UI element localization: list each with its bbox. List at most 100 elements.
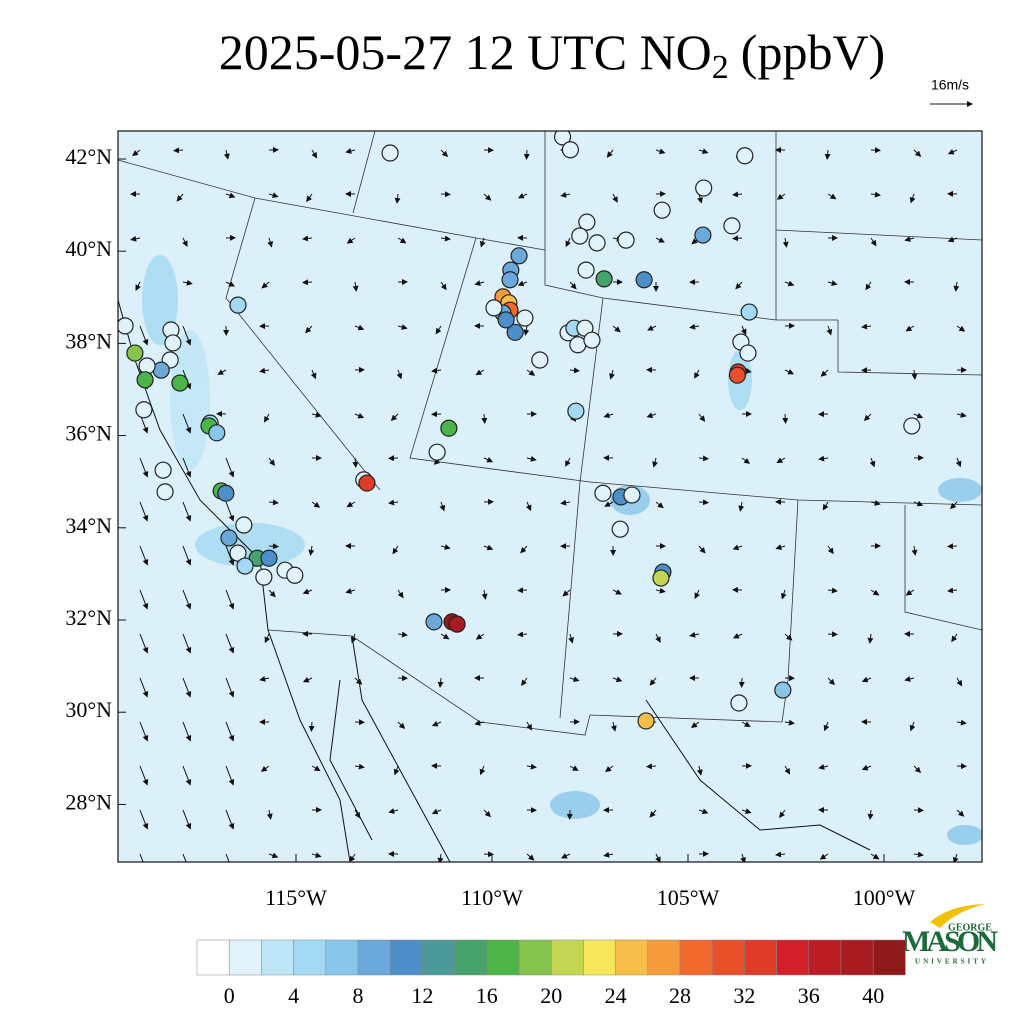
lat-tick-label: 30°N bbox=[65, 697, 112, 722]
colorbar-box bbox=[616, 940, 648, 975]
station bbox=[584, 332, 600, 348]
colorbar: 0 4 8 12 16 20 24 28 32 36 40 bbox=[197, 940, 905, 1008]
station bbox=[624, 487, 640, 503]
station bbox=[618, 232, 634, 248]
station bbox=[382, 145, 398, 161]
colorbar-box bbox=[777, 940, 809, 975]
station bbox=[261, 550, 277, 566]
station bbox=[155, 462, 171, 478]
station bbox=[153, 362, 169, 378]
colorbar-box bbox=[455, 940, 487, 975]
wind-arrow bbox=[733, 238, 742, 239]
station bbox=[729, 367, 745, 383]
station bbox=[653, 570, 669, 586]
station bbox=[117, 318, 133, 334]
colorbar-box bbox=[197, 940, 229, 975]
station bbox=[572, 228, 588, 244]
colorbar-label: 28 bbox=[669, 983, 691, 1008]
colorbar-box bbox=[551, 940, 583, 975]
station bbox=[449, 616, 465, 632]
colorbar-label: 4 bbox=[288, 983, 299, 1008]
colorbar-label: 40 bbox=[862, 983, 884, 1008]
colorbar-label: 24 bbox=[605, 983, 627, 1008]
station bbox=[904, 418, 920, 434]
station bbox=[562, 142, 578, 158]
colorbar-label: 16 bbox=[476, 983, 498, 1008]
station bbox=[359, 475, 375, 491]
station bbox=[589, 235, 605, 251]
station bbox=[136, 402, 152, 418]
station bbox=[165, 335, 181, 351]
station bbox=[127, 345, 143, 361]
colorbar-label: 12 bbox=[411, 983, 433, 1008]
colorbar-box bbox=[229, 940, 261, 975]
lat-tick-label: 36°N bbox=[65, 421, 112, 446]
station bbox=[157, 484, 173, 500]
title-subscript: 2 bbox=[712, 49, 729, 86]
colorbar-box bbox=[422, 940, 454, 975]
lat-tick-label: 42°N bbox=[65, 144, 112, 169]
map-area bbox=[117, 129, 983, 873]
station bbox=[578, 262, 594, 278]
logo-bottom: UNIVERSITY bbox=[915, 958, 989, 966]
colorbar-box bbox=[358, 940, 390, 975]
wind-arrow bbox=[526, 150, 527, 159]
station bbox=[741, 304, 757, 320]
station bbox=[221, 530, 237, 546]
wind-arrow bbox=[311, 722, 312, 731]
station bbox=[595, 485, 611, 501]
map-background bbox=[118, 131, 982, 862]
colorbar-box bbox=[680, 940, 712, 975]
station bbox=[654, 202, 670, 218]
station bbox=[236, 517, 252, 533]
station bbox=[596, 271, 612, 287]
station bbox=[517, 310, 533, 326]
station bbox=[498, 312, 514, 328]
station bbox=[441, 420, 457, 436]
wind-reference-label: 16m/s bbox=[931, 77, 969, 93]
station bbox=[502, 272, 518, 288]
station bbox=[740, 345, 756, 361]
colorbar-box bbox=[712, 940, 744, 975]
station bbox=[486, 300, 502, 316]
station bbox=[696, 180, 712, 196]
lat-tick-label: 32°N bbox=[65, 605, 112, 630]
colorbar-box bbox=[519, 940, 551, 975]
station bbox=[237, 558, 253, 574]
wind-arrow bbox=[785, 414, 786, 423]
colorbar-label: 36 bbox=[798, 983, 820, 1008]
station bbox=[636, 272, 652, 288]
station bbox=[775, 682, 791, 698]
station bbox=[429, 444, 445, 460]
logo: GEORGE MASON UNIVERSITY bbox=[902, 904, 998, 966]
colorbar-label: 8 bbox=[353, 983, 364, 1008]
colorbar-box bbox=[326, 940, 358, 975]
colorbar-box bbox=[390, 940, 422, 975]
colorbar-box bbox=[487, 940, 519, 975]
station bbox=[612, 521, 628, 537]
wind-arrow bbox=[699, 502, 708, 503]
logo-middle: MASON bbox=[902, 925, 998, 958]
station bbox=[218, 485, 234, 501]
colorbar-box bbox=[744, 940, 776, 975]
colorbar-label: 0 bbox=[224, 983, 235, 1008]
colorbar-box bbox=[583, 940, 615, 975]
lat-tick-label: 40°N bbox=[65, 236, 112, 261]
lon-tick-label: 105°W bbox=[657, 885, 720, 910]
title-main: 2025-05-27 12 UTC NO bbox=[219, 24, 712, 80]
station bbox=[426, 614, 442, 630]
station bbox=[724, 218, 740, 234]
title-unit: (ppbV) bbox=[741, 24, 885, 80]
lat-tick-label: 34°N bbox=[65, 513, 112, 538]
wind-arrow bbox=[303, 282, 312, 283]
colorbar-box bbox=[873, 940, 905, 975]
wind-arrow bbox=[174, 150, 183, 151]
wind-arrow bbox=[518, 590, 527, 591]
colorbar-label: 20 bbox=[540, 983, 562, 1008]
colorbar-box bbox=[261, 940, 293, 975]
station bbox=[737, 148, 753, 164]
lon-tick-label: 115°W bbox=[265, 885, 327, 910]
station bbox=[568, 403, 584, 419]
colorbar-label: 32 bbox=[733, 983, 755, 1008]
wind-arrow bbox=[269, 546, 278, 547]
